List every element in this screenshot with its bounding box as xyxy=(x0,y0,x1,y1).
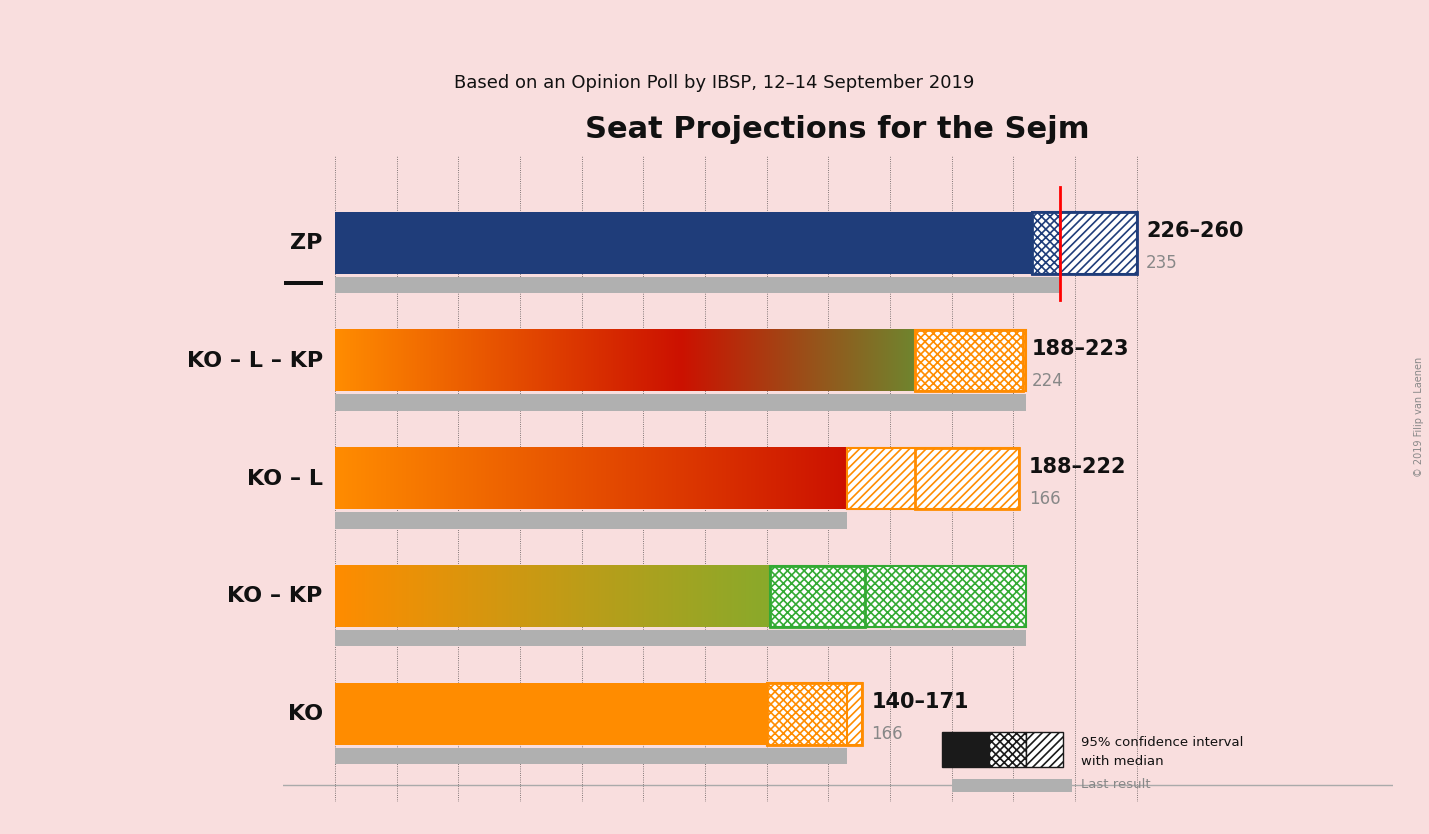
Text: 188–223: 188–223 xyxy=(1032,339,1129,359)
Bar xyxy=(770,565,866,627)
Bar xyxy=(334,747,847,764)
Text: with median: with median xyxy=(1082,755,1163,767)
Bar xyxy=(847,683,862,745)
Bar xyxy=(284,281,323,285)
Text: Last result: Last result xyxy=(1082,778,1150,791)
Text: Based on an Opinion Poll by IBSP, 12–14 September 2019: Based on an Opinion Poll by IBSP, 12–14 … xyxy=(454,73,975,92)
Text: ZP: ZP xyxy=(290,233,323,253)
Bar xyxy=(334,630,1026,646)
Bar xyxy=(767,683,862,745)
Bar xyxy=(334,277,1059,293)
Bar xyxy=(942,731,989,767)
Text: 166: 166 xyxy=(872,725,903,743)
Bar xyxy=(334,512,847,529)
Bar xyxy=(1032,213,1136,274)
Text: 235: 235 xyxy=(1146,254,1177,272)
Bar xyxy=(334,683,847,745)
Bar xyxy=(767,683,847,745)
Bar xyxy=(915,330,1026,391)
Text: KO: KO xyxy=(287,704,323,724)
Text: © 2019 Filip van Laenen: © 2019 Filip van Laenen xyxy=(1415,357,1423,477)
Bar xyxy=(334,213,1059,274)
Text: 226–260: 226–260 xyxy=(1146,221,1243,241)
Bar xyxy=(1032,213,1059,274)
Bar xyxy=(1026,731,1063,767)
Text: KO – L: KO – L xyxy=(247,469,323,489)
Text: 141–172: 141–172 xyxy=(875,575,972,595)
Bar xyxy=(847,448,1019,509)
Text: KO – KP: KO – KP xyxy=(227,586,323,606)
Text: KO – L – KP: KO – L – KP xyxy=(187,351,323,371)
Text: 224: 224 xyxy=(875,607,906,626)
Text: 95% confidence interval: 95% confidence interval xyxy=(1082,736,1243,749)
Bar xyxy=(770,565,1026,627)
Text: 166: 166 xyxy=(1029,490,1060,508)
Bar xyxy=(915,448,1019,509)
Bar xyxy=(915,330,1023,391)
Bar xyxy=(334,394,1026,411)
Title: Seat Projections for the Sejm: Seat Projections for the Sejm xyxy=(586,115,1090,144)
Text: 224: 224 xyxy=(1032,372,1063,389)
Text: 140–171: 140–171 xyxy=(872,692,969,712)
Text: 188–222: 188–222 xyxy=(1029,457,1126,477)
Bar xyxy=(989,731,1026,767)
Bar xyxy=(952,779,1072,791)
Bar xyxy=(1059,213,1136,274)
